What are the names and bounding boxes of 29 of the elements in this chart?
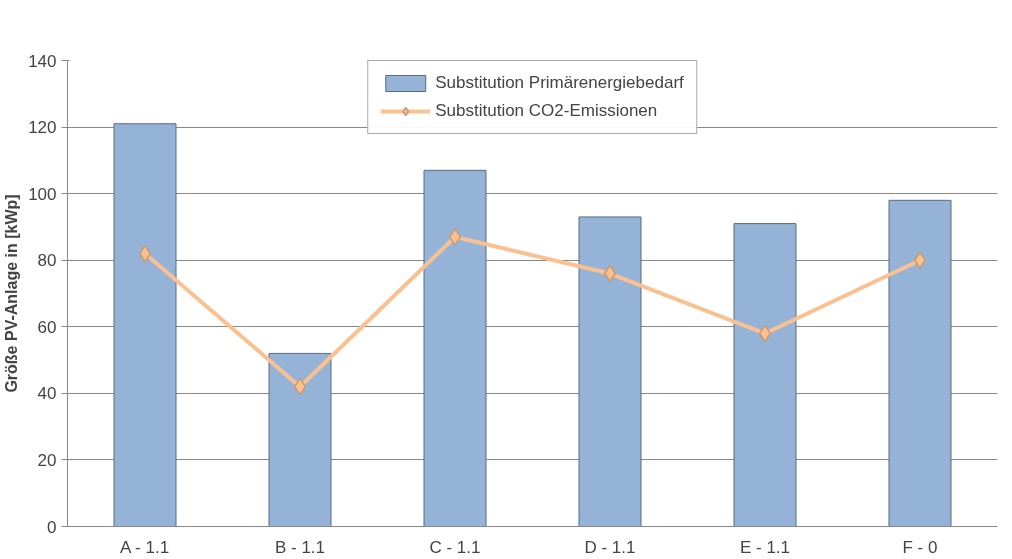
bar: [888, 199, 952, 527]
x-tick-label: E - 1.1: [739, 537, 791, 557]
point: [758, 324, 772, 343]
x-tick-label: B - 1.1: [274, 537, 326, 557]
point: [913, 251, 927, 269]
x-tick-label: F - 0: [902, 537, 938, 557]
x-tick-label: C - 1.1: [429, 537, 481, 557]
y-tick-label: 140: [28, 51, 57, 71]
bar: [423, 169, 487, 527]
x-tick-label: D - 1.1: [584, 537, 636, 557]
y-tick-label: 100: [28, 184, 57, 204]
y-tick-label: 0: [47, 517, 57, 537]
bar: [578, 216, 642, 527]
bar: [113, 123, 177, 527]
point: [138, 244, 152, 263]
point: [448, 228, 462, 246]
bar: [268, 352, 332, 527]
bar: [733, 223, 797, 527]
y-tick-label: 120: [28, 118, 57, 138]
x-tick-label: A - 1.1: [119, 537, 170, 557]
y-tick-label: 40: [37, 384, 57, 404]
y-tick-label: 60: [37, 317, 57, 337]
point: [603, 264, 617, 283]
point: [293, 377, 307, 396]
y-tick-label: 20: [37, 450, 57, 470]
legend-label: Substitution Primärenergiebedarf: [435, 73, 684, 93]
y-axis-title: Größe PV-Anlage in [kWp]: [3, 194, 21, 393]
y-tick-label: 80: [37, 251, 57, 271]
legend-label: Substitution CO2-Emissionen: [435, 101, 658, 121]
